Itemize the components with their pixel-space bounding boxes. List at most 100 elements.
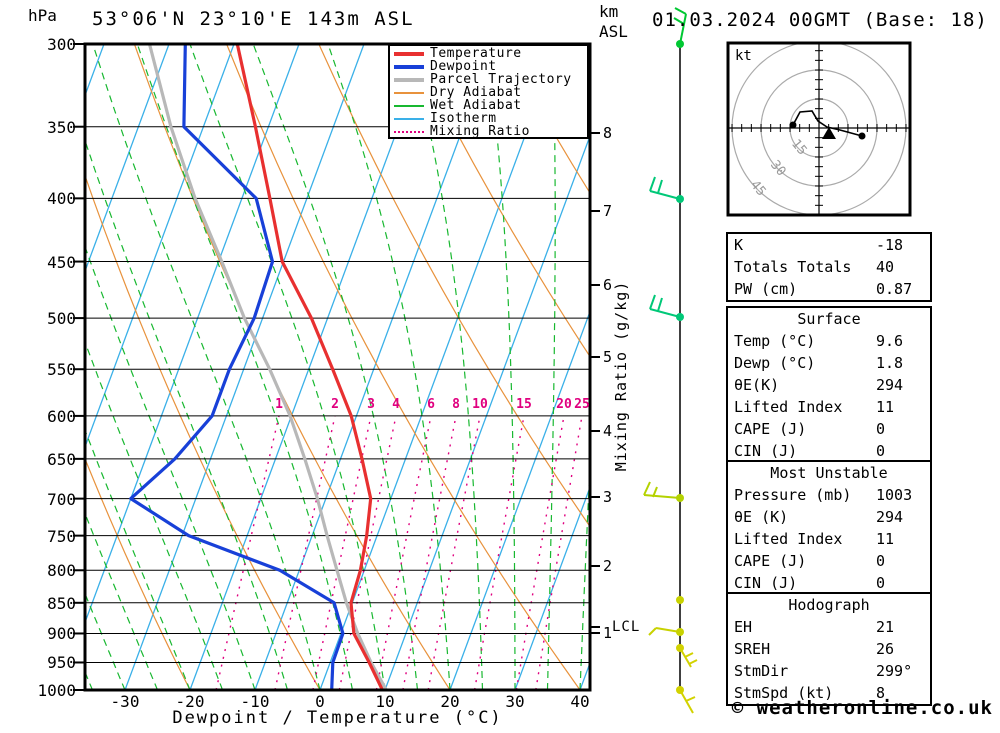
wind-barb <box>676 596 684 604</box>
temperature-tick-label: 20 <box>440 692 460 711</box>
table-row: θE (K) 294 <box>728 506 930 528</box>
pressure-tick-label: 400 <box>47 189 76 209</box>
plot-border <box>83 42 592 692</box>
panel-header: Hodograph <box>788 596 870 614</box>
wet-adiabat-line <box>486 44 516 690</box>
temperature-tick-label: -30 <box>110 692 140 711</box>
sounding-curves <box>129 44 388 690</box>
mixing-ratio-label: 8 <box>452 397 460 412</box>
table-row: CAPE (J) 0 <box>728 550 930 572</box>
isotherm-line <box>124 44 365 690</box>
km-tick-label: 7 <box>603 202 613 220</box>
wind-barb <box>643 481 684 502</box>
table-row: K -18 <box>728 234 930 256</box>
row-label: Lifted Index <box>734 530 843 548</box>
row-label: Dewp (°C) <box>734 354 816 372</box>
table-row: PW (cm) 0.87 <box>728 278 930 300</box>
wet-adiabat-line <box>579 452 590 690</box>
table-row: CAPE (J) 0 <box>728 418 930 440</box>
table-row: Lifted Index 11 <box>728 528 930 550</box>
km-tick-label: 8 <box>603 124 613 142</box>
wind-barb <box>648 627 684 636</box>
wet-adiabat-line <box>92 44 321 690</box>
km-tick-label: 6 <box>603 276 613 294</box>
legend-item: Dry Adiabat <box>390 85 587 100</box>
mixing-ratio-line <box>535 415 583 690</box>
mixing-ratio-label: 2 <box>331 397 339 412</box>
x-axis-label: Dewpoint / Temperature (°C) <box>172 708 503 728</box>
row-value: 294 <box>876 376 904 394</box>
pressure-tick-label: 600 <box>47 406 76 426</box>
row-label: PW (cm) <box>734 280 798 298</box>
km-tick-label: 1 <box>603 624 613 642</box>
panel-header: Most Unstable <box>770 464 888 482</box>
legend-item: Isotherm <box>390 111 587 126</box>
mixing-ratio-axis-label: Mixing Ratio (g/kg) <box>612 280 630 472</box>
pressure-tick-label: 650 <box>47 449 76 469</box>
panel-hodograph: Hodograph EH 21 SREH 26 StmDir 299° StmSpd (kt)… <box>726 592 932 706</box>
pressure-tick-label: 800 <box>47 561 76 581</box>
row-value: 40 <box>876 258 895 276</box>
isotherm-line <box>254 44 495 690</box>
mixing-ratio-line <box>402 415 457 690</box>
isotherm-line <box>384 134 590 690</box>
isotherm-line <box>85 44 300 625</box>
row-label: SREH <box>734 640 771 658</box>
row-label: Totals Totals <box>734 258 852 276</box>
row-label: Temp (°C) <box>734 332 816 350</box>
km-tick-label: 5 <box>603 348 613 366</box>
hodograph-trace <box>792 110 863 137</box>
row-value: 11 <box>876 398 895 416</box>
row-label: CAPE (J) <box>734 420 807 438</box>
temperature-tick-label: -10 <box>240 692 270 711</box>
storm-motion-marker <box>822 127 836 139</box>
wind-barb <box>673 7 687 48</box>
panel-indices: K -18 Totals Totals 40 PW (cm) 0.87 <box>726 232 932 302</box>
temperature-tick-label: -20 <box>175 692 205 711</box>
pressure-tick-label: 1000 <box>37 681 76 700</box>
mixing-ratio-line <box>473 415 525 690</box>
row-label: CIN (J) <box>734 442 798 460</box>
wind-barb <box>676 644 698 668</box>
pressure-tick-label: 850 <box>47 593 76 613</box>
legend-item: Mixing Ratio <box>390 124 587 139</box>
row-label: Pressure (mb) <box>734 486 852 504</box>
pressure-tick-label: 300 <box>47 35 76 54</box>
legend-box: Temperature Dewpoint Parcel Trajectory Dry … <box>388 44 589 139</box>
panel-header: Surface <box>797 310 861 328</box>
table-row: EH 21 <box>728 616 930 638</box>
km-tick-label: 4 <box>603 422 613 440</box>
row-value: 11 <box>876 530 895 548</box>
km-axis-unit-line2: ASL <box>599 22 628 41</box>
wind-barb <box>649 294 684 321</box>
row-label: Lifted Index <box>734 398 843 416</box>
row-value: -18 <box>876 236 904 254</box>
run-date: 01.03.2024 00GMT (Base: 18) <box>652 9 988 31</box>
isotherm-line <box>514 485 590 690</box>
legend-swatch-dry-adiabat <box>394 91 424 94</box>
pressure-tick-label: 900 <box>47 624 76 644</box>
row-value: 0 <box>876 552 886 570</box>
isotherm-line <box>319 44 560 690</box>
table-row: Pressure (mb) 1003 <box>728 484 930 506</box>
legend-item: Temperature <box>390 46 587 61</box>
mixing-ratio-label: 15 <box>516 397 532 412</box>
temperature-tick-label: 30 <box>505 692 525 711</box>
mixing-ratio-label: 10 <box>472 397 488 412</box>
mixing-ratio-label: 3 <box>367 397 375 412</box>
legend-swatch-dewpoint <box>394 64 424 69</box>
row-value: 0 <box>876 574 886 592</box>
mixing-ratio-line <box>375 415 432 690</box>
row-label: EH <box>734 618 753 636</box>
isotherm-line <box>85 44 235 449</box>
row-label: CAPE (J) <box>734 552 807 570</box>
row-label: K <box>734 236 744 254</box>
table-row: StmDir 299° <box>728 660 930 682</box>
table-row: SREH 26 <box>728 638 930 660</box>
row-value: 9.6 <box>876 332 904 350</box>
row-label: StmDir <box>734 662 789 680</box>
panel-surface: Surface Temp (°C) 9.6 Dewp (°C) 1.8 θE(K) 294 L… <box>726 306 932 464</box>
wet-adiabat-line <box>0 44 28 690</box>
legend-label: Dry Adiabat <box>430 85 522 100</box>
